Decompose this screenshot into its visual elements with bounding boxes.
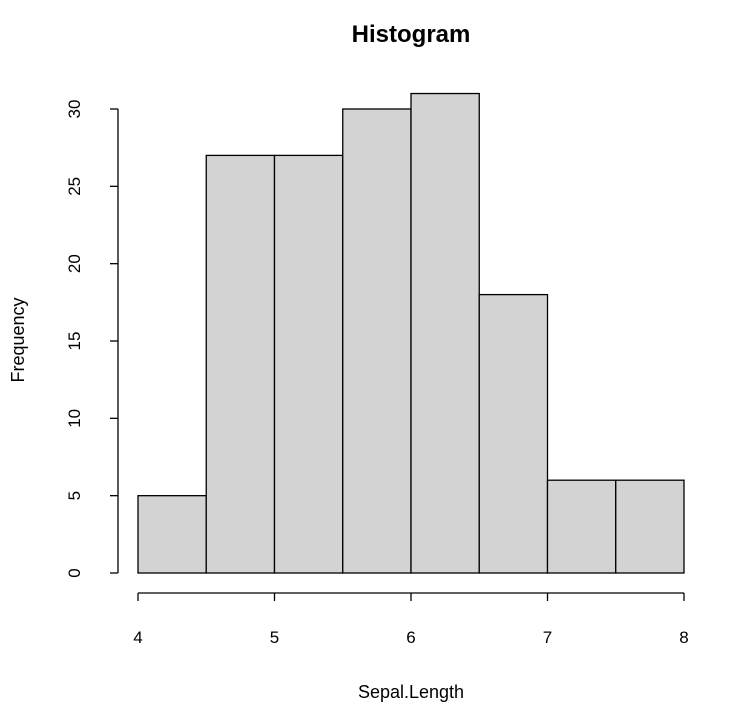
x-tick-label: 5	[270, 628, 279, 647]
histogram-bar-1	[205, 154, 276, 574]
x-tick-label: 7	[543, 628, 552, 647]
x-tick-label: 6	[406, 628, 415, 647]
x-tick-label: 8	[679, 628, 688, 647]
histogram-bar-3	[342, 108, 412, 574]
y-tick-label: 30	[65, 100, 84, 119]
histogram-bar-7	[615, 479, 685, 574]
chart-title: Histogram	[352, 21, 471, 48]
x-axis: 4 5 6 7 8	[133, 592, 689, 647]
histogram-bar-2	[273, 154, 344, 574]
x-axis-title: Sepal.Length	[358, 682, 464, 702]
y-axis: 0 5 10 15 20 25 30	[65, 100, 119, 578]
x-tick-label: 4	[133, 628, 142, 647]
y-axis-title: Frequency	[8, 297, 28, 382]
y-tick-label: 15	[65, 332, 84, 351]
histogram-bar-4	[410, 92, 480, 574]
histogram-bar-6	[546, 479, 617, 574]
y-tick-label: 10	[65, 409, 84, 428]
y-tick-label: 25	[65, 177, 84, 196]
y-tick-label: 0	[65, 568, 84, 577]
histogram-bar-0	[137, 495, 207, 574]
histogram-bar-5	[478, 293, 549, 574]
y-tick-label: 5	[65, 491, 84, 500]
y-tick-label: 20	[65, 254, 84, 273]
bars-group	[137, 92, 685, 574]
